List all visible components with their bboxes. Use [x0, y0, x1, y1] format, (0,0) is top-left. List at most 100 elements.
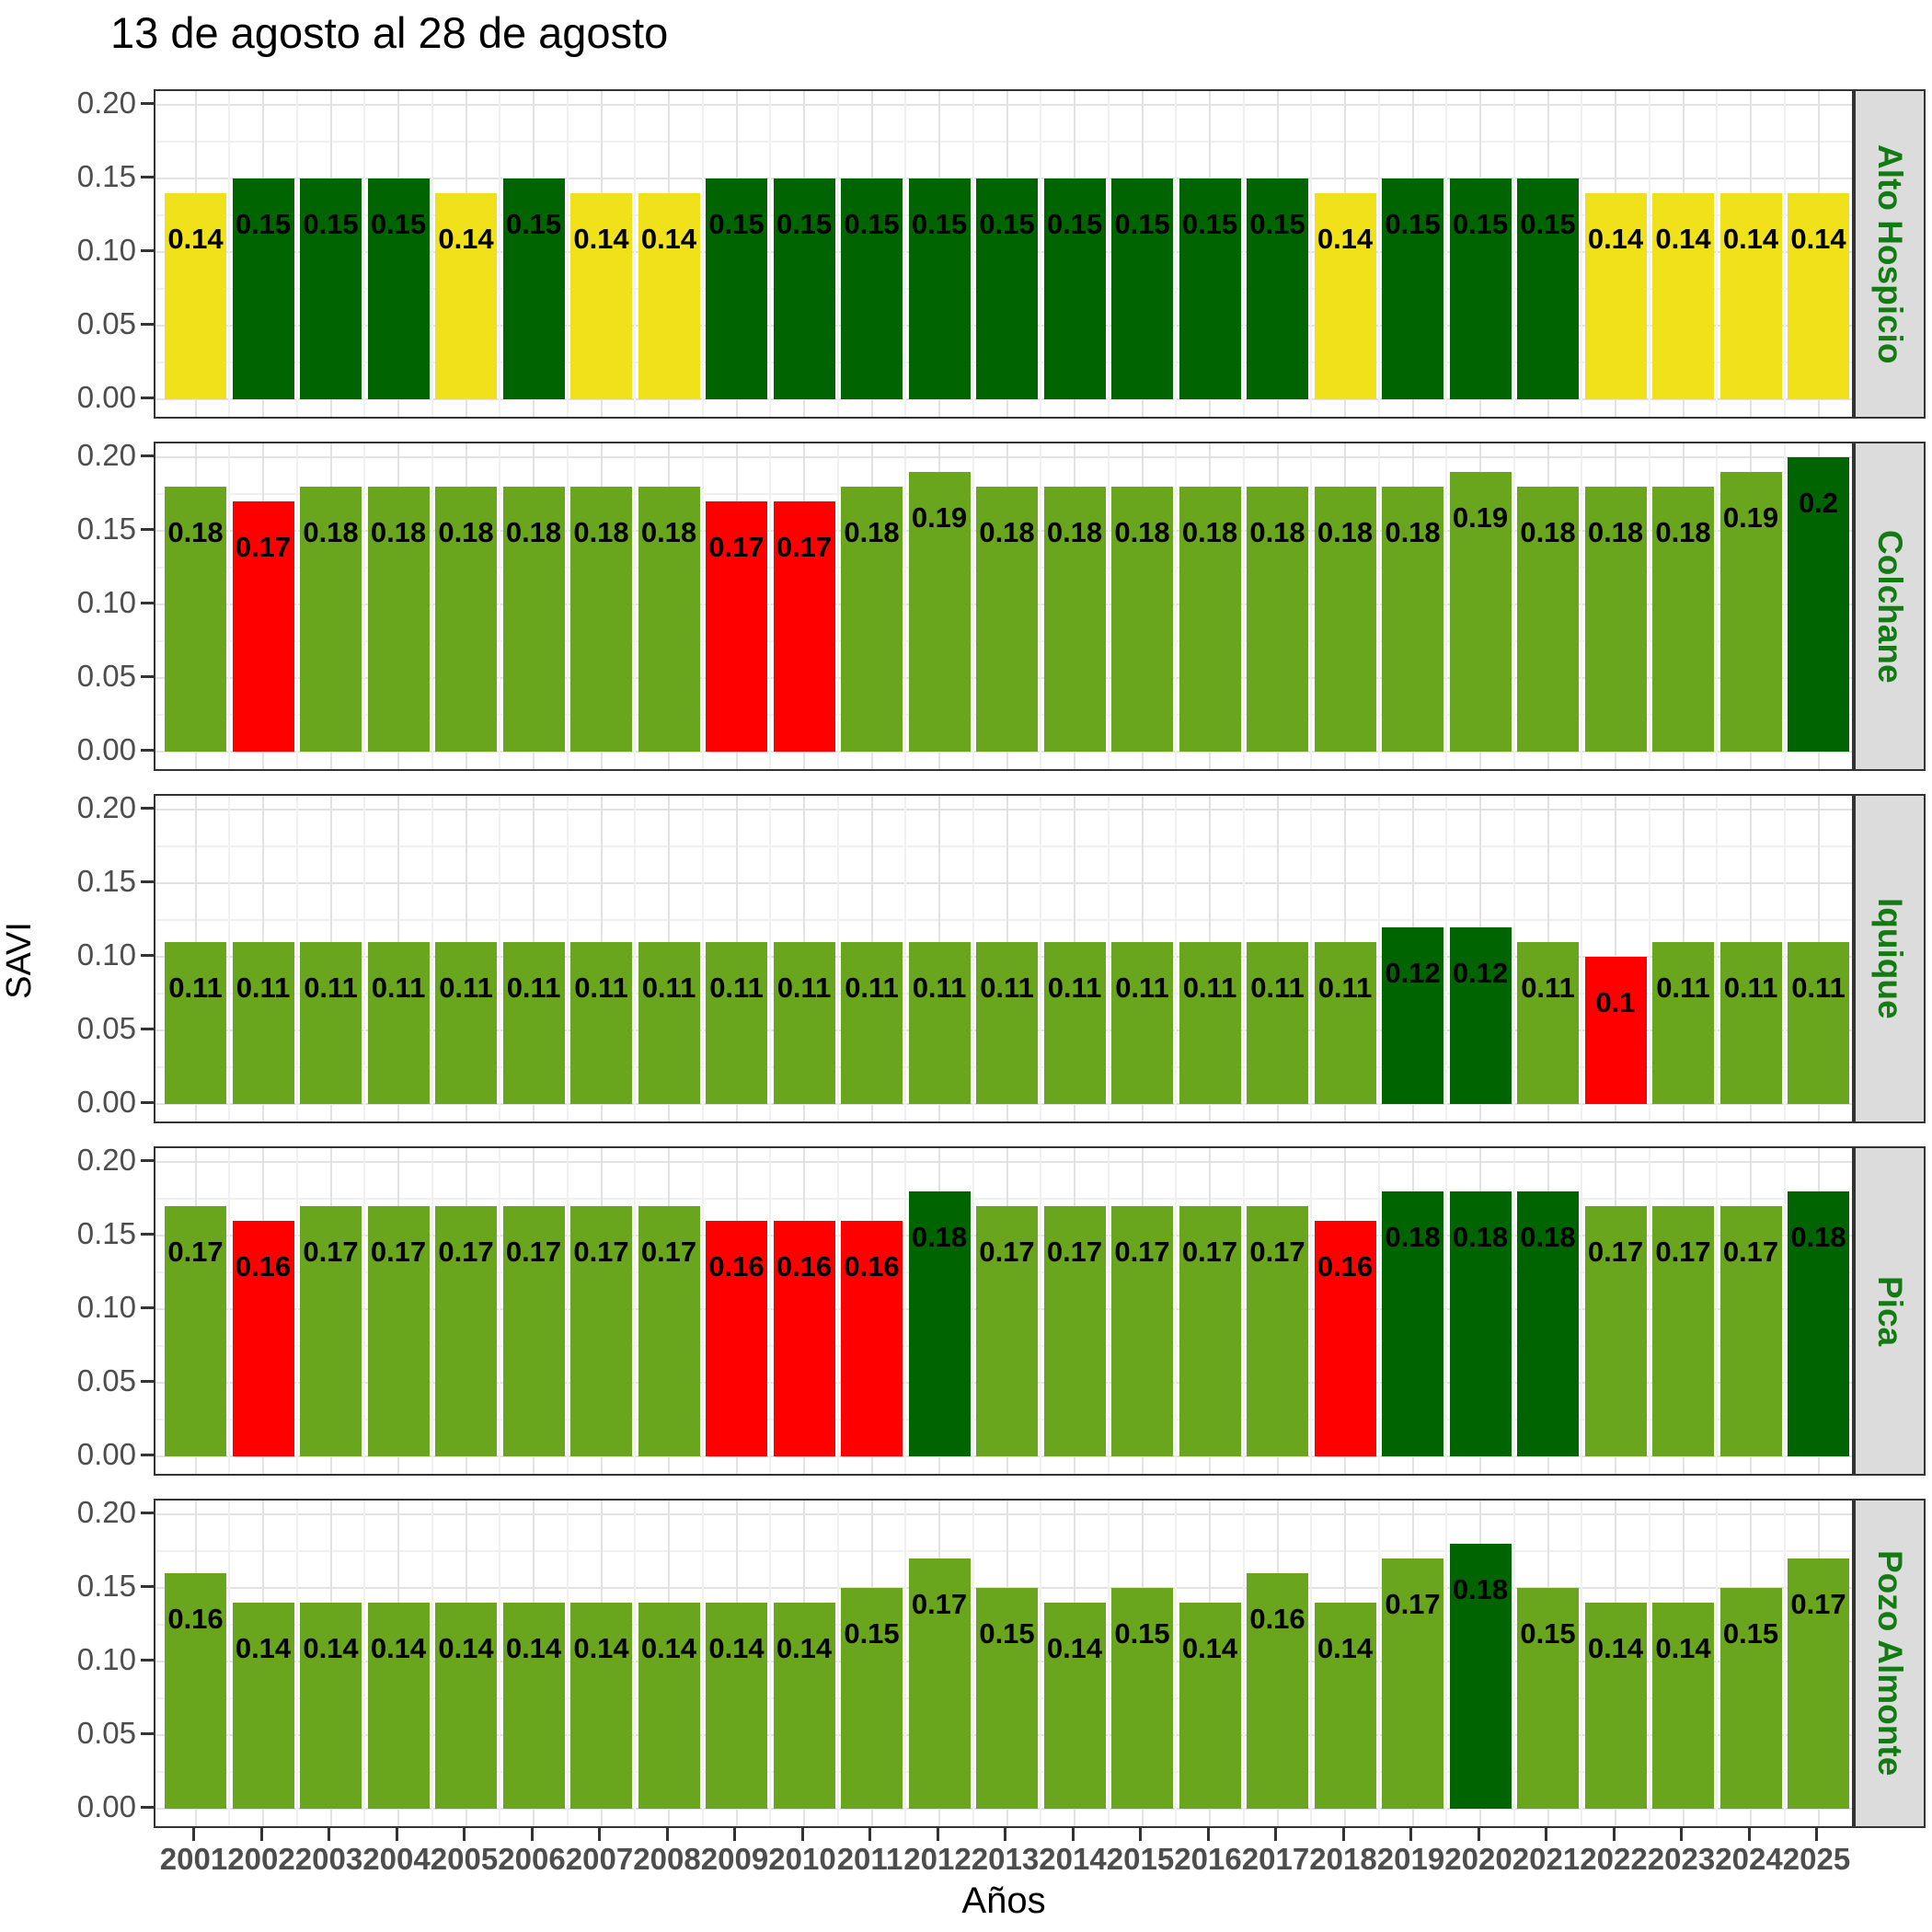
bar — [1111, 178, 1173, 399]
bar-value-label: 0.17 — [1790, 1588, 1846, 1620]
y-tick-mark — [141, 1732, 154, 1735]
gridline-v-minor — [634, 443, 637, 769]
gridline-v-minor — [363, 91, 366, 417]
bar — [1247, 178, 1308, 399]
bar-value-label: 0.17 — [1385, 1588, 1441, 1620]
bar-value-label: 0.15 — [1385, 208, 1441, 240]
bar — [976, 487, 1038, 752]
gridline-h-major — [155, 751, 1852, 753]
gridline-v-minor — [1377, 1501, 1380, 1826]
gridline-v-minor — [972, 91, 974, 417]
x-tick-label: 2022 — [1580, 1842, 1648, 1876]
bar-value-label: 0.17 — [1114, 1236, 1170, 1268]
gridline-v-minor — [769, 1501, 772, 1826]
gridline-v-minor — [1175, 1501, 1178, 1826]
gridline-v-minor — [904, 1501, 907, 1826]
bar-value-label: 0.18 — [1385, 1221, 1441, 1253]
gridline-v-minor — [228, 91, 231, 417]
gridline-v-minor — [228, 796, 231, 1121]
x-tick-mark — [1341, 1828, 1345, 1841]
gridline-h-major — [155, 398, 1852, 400]
bar — [1652, 193, 1714, 399]
gridline-h-major — [155, 104, 1852, 106]
x-tick-label: 2020 — [1444, 1842, 1512, 1876]
facet-strip-label: Iquique — [1871, 898, 1909, 1019]
y-tick-mark — [141, 1806, 154, 1809]
bar-value-label: 0.18 — [1587, 516, 1644, 548]
gridline-v-minor — [972, 796, 974, 1121]
bar — [1652, 942, 1714, 1104]
x-tick-label: 2016 — [1174, 1842, 1242, 1876]
gridline-h-major — [155, 809, 1852, 811]
bar — [1449, 1191, 1512, 1456]
gridline-v-minor — [1040, 1148, 1042, 1474]
bar — [908, 1558, 971, 1809]
bar — [976, 178, 1038, 399]
gridline-v-minor — [1716, 443, 1719, 769]
bar — [1043, 942, 1106, 1104]
bar-value-label: 0.18 — [1452, 1221, 1509, 1253]
bar — [1449, 472, 1512, 752]
y-tick-mark — [141, 1380, 154, 1383]
bar-value-label: 0.11 — [709, 972, 764, 1004]
bar — [1043, 1603, 1106, 1809]
bar — [1652, 1603, 1714, 1809]
bar-value-label: 0.17 — [370, 1236, 427, 1268]
y-tick-mark — [141, 176, 154, 178]
bar — [1517, 1191, 1579, 1456]
bar — [1382, 487, 1443, 752]
bar — [1179, 942, 1241, 1104]
gridline-h-major — [155, 456, 1852, 458]
y-tick-mark — [141, 1101, 154, 1104]
bar — [367, 942, 430, 1104]
gridline-v-minor — [1377, 796, 1380, 1121]
bar — [1382, 1191, 1443, 1456]
bar-value-label: 0.17 — [708, 531, 765, 563]
bar — [773, 501, 835, 752]
bar — [706, 501, 767, 752]
bar — [165, 1573, 226, 1809]
bar-value-label: 0.2 — [1798, 487, 1839, 519]
bar — [1517, 178, 1579, 399]
bar — [1517, 1588, 1579, 1809]
x-tick-mark — [598, 1828, 601, 1841]
bar — [367, 487, 430, 752]
y-tick-label: 0.15 — [76, 864, 136, 898]
gridline-v-minor — [363, 1501, 366, 1826]
bar-value-label: 0.15 — [979, 1617, 1035, 1650]
bar — [1788, 942, 1849, 1104]
bar — [435, 1603, 497, 1809]
bar — [706, 942, 767, 1104]
gridline-v-minor — [1310, 796, 1313, 1121]
y-tick-mark — [141, 1233, 154, 1236]
facet-strip: Iquique — [1854, 794, 1926, 1123]
bar-value-label: 0.15 — [844, 208, 900, 240]
bar-value-label: 0.14 — [303, 1632, 359, 1664]
bar — [1584, 1603, 1647, 1809]
y-tick-mark — [141, 749, 154, 752]
bar-value-label: 0.11 — [371, 972, 426, 1004]
bar-value-label: 0.15 — [911, 208, 968, 240]
gridline-v-minor — [904, 1148, 907, 1474]
bar-value-label: 0.14 — [1317, 223, 1374, 255]
bar-value-label: 0.18 — [911, 1221, 968, 1253]
y-tick-label: 0.00 — [76, 1437, 136, 1471]
bar — [1111, 1206, 1173, 1456]
bar-value-label: 0.18 — [167, 516, 224, 548]
gridline-v-minor — [634, 1501, 637, 1826]
bar-value-label: 0.12 — [1452, 957, 1509, 989]
bar-value-label: 0.17 — [1046, 1236, 1103, 1268]
bar — [232, 501, 294, 752]
bar-value-label: 0.18 — [1046, 516, 1103, 548]
gridline-h-major — [155, 1103, 1852, 1105]
x-tick-mark — [1680, 1828, 1683, 1841]
x-tick-mark — [1612, 1828, 1616, 1841]
bar — [908, 178, 971, 399]
bar-value-label: 0.11 — [1723, 972, 1778, 1004]
bar-value-label: 0.15 — [1249, 208, 1305, 240]
gridline-v-minor — [1310, 1148, 1313, 1474]
bar-value-label: 0.18 — [1452, 1573, 1509, 1605]
bar — [638, 1603, 700, 1809]
gridline-v-minor — [972, 443, 974, 769]
bar-value-label: 0.16 — [776, 1250, 833, 1282]
